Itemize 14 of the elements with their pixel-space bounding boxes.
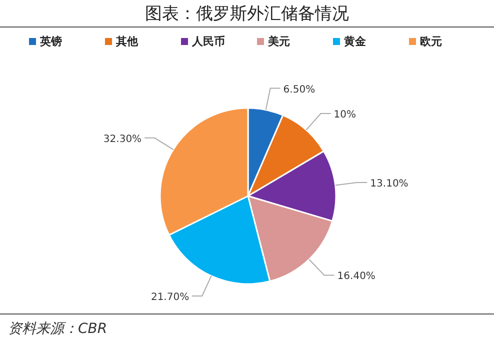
legend-label: 英镑 [39, 35, 62, 48]
data-label: 13.10% [370, 178, 408, 190]
legend-label: 美元 [267, 35, 290, 48]
data-label: 10% [334, 109, 356, 120]
chart-title: 图表：俄罗斯外汇储备情况 [145, 4, 349, 24]
text: 资料来源：CBR [8, 321, 108, 337]
legend-label: 黄金 [343, 35, 367, 48]
data-label: 6.50% [283, 84, 316, 96]
legend-label: 其他 [115, 35, 139, 48]
legend-label: 欧元 [420, 35, 442, 48]
data-label: 32.30% [103, 134, 142, 145]
legend-label: 人民币 [191, 35, 225, 48]
data-label: 16.40% [337, 271, 376, 282]
data-label: 21.70% [150, 292, 190, 303]
